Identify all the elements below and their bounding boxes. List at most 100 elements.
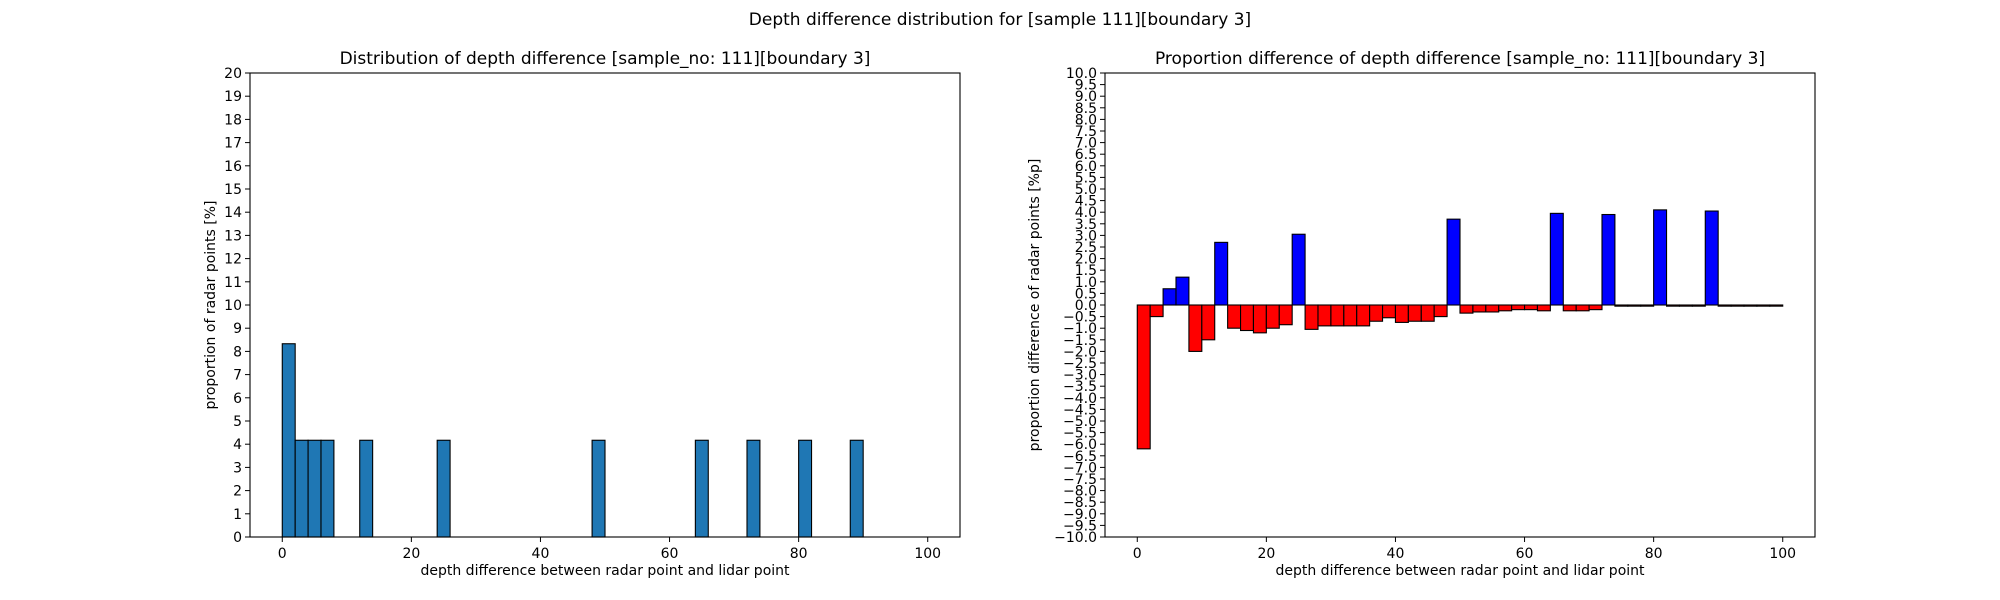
chart-right-ytick-label: −7.0 [1063, 460, 1097, 476]
chart-left-bar [798, 439, 813, 538]
chart-right-bar [1394, 304, 1409, 323]
chart-right-ytick-label: −8.5 [1063, 495, 1097, 511]
chart-right-ytick-label: 7.5 [1075, 124, 1097, 140]
chart-left-bar [849, 439, 864, 538]
chart-left-title: Distribution of depth difference [sample… [340, 49, 871, 69]
chart-right-ytick-label: 6.0 [1075, 159, 1097, 175]
chart-right-bar [1201, 304, 1216, 341]
chart-left-bar [694, 439, 709, 538]
chart-left-ytick-label: 11 [224, 275, 242, 291]
chart-right-bar [1575, 304, 1590, 312]
chart-left-ytick-label: 13 [224, 228, 242, 244]
chart-left-bar [294, 439, 309, 538]
chart-right-ytick-label: 2.0 [1075, 252, 1097, 268]
chart-right-bar [1149, 304, 1164, 318]
chart-right-ytick-label: −8.0 [1063, 484, 1097, 500]
chart-right-bar [1640, 304, 1655, 307]
chart-right-bar [1459, 304, 1474, 314]
chart-left-xtick-label: 60 [661, 546, 679, 562]
chart-right-bar [1420, 304, 1435, 322]
chart-left-ytick-label: 10 [224, 298, 242, 314]
chart-right-bar [1498, 304, 1513, 312]
chart-right-ytick-label: −2.0 [1063, 344, 1097, 360]
chart-right-bar [1549, 212, 1564, 306]
chart-right: Proportion difference of depth differenc… [1027, 49, 1816, 579]
chart-right-ytick-label: 9.5 [1075, 78, 1097, 94]
chart-right-ytick-label: 5.5 [1075, 170, 1097, 186]
chart-right-bar [1369, 304, 1384, 322]
figure-title: Depth difference distribution for [sampl… [748, 10, 1252, 30]
chart-left: Distribution of depth difference [sample… [203, 49, 961, 579]
chart-right-xtick-label: 0 [1133, 546, 1142, 562]
chart-left-xlabel: depth difference between radar point and… [420, 563, 790, 579]
chart-right-ytick-label: −2.5 [1063, 356, 1097, 372]
chart-right-ytick-label: −1.5 [1063, 333, 1097, 349]
chart-right-bar [1343, 304, 1358, 327]
chart-right-bar [1227, 304, 1242, 329]
chart-right-ytick-label: −9.0 [1063, 507, 1097, 523]
chart-right-xtick-label: 80 [1645, 546, 1663, 562]
chart-right-bar [1769, 304, 1784, 307]
chart-left-xtick-label: 80 [790, 546, 808, 562]
chart-right-ytick-label: 2.5 [1075, 240, 1097, 256]
chart-left-bar [281, 343, 296, 538]
chart-left-ytick-label: 16 [224, 159, 242, 175]
chart-right-bar [1485, 304, 1500, 313]
chart-right-bar [1653, 209, 1668, 306]
chart-right-ytick-label: 5.0 [1075, 182, 1097, 198]
chart-right-bar [1446, 218, 1461, 306]
chart-left-ytick-label: 17 [224, 136, 242, 152]
chart-right-bar [1317, 304, 1332, 327]
chart-left-xtick-label: 100 [914, 546, 941, 562]
chart-right-title: Proportion difference of depth differenc… [1155, 49, 1765, 69]
chart-right-bar [1356, 304, 1371, 327]
chart-left-bar [591, 439, 606, 538]
chart-left-ytick-label: 15 [224, 182, 242, 198]
chart-right-bar [1536, 304, 1551, 312]
chart-left-ytick-label: 1 [233, 507, 242, 523]
chart-right-ytick-label: 4.5 [1075, 194, 1097, 210]
chart-right-ytick-label: 10.0 [1066, 66, 1097, 82]
chart-right-ytick-label: 4.0 [1075, 205, 1097, 221]
chart-right-ytick-label: −4.0 [1063, 391, 1097, 407]
chart-right-bar [1756, 304, 1771, 307]
chart-left-ytick-label: 14 [224, 205, 242, 221]
chart-right-xtick-label: 40 [1387, 546, 1405, 562]
chart-left-ytick-label: 7 [233, 368, 242, 384]
chart-left-ytick-label: 19 [224, 89, 242, 105]
chart-right-ytick-label: −5.0 [1063, 414, 1097, 430]
chart-right-ytick-label: −7.5 [1063, 472, 1097, 488]
chart-left-bar [359, 439, 374, 538]
chart-right-ytick-label: −10.0 [1054, 530, 1097, 546]
chart-right-bar [1691, 304, 1706, 307]
chart-right-bar [1717, 304, 1732, 307]
chart-left-ytick-label: 3 [233, 460, 242, 476]
chart-right-bar [1175, 276, 1190, 306]
chart-right-bar [1730, 304, 1745, 307]
chart-right-ytick-label: −4.5 [1063, 402, 1097, 418]
chart-right-ytick-label: 6.5 [1075, 147, 1097, 163]
chart-right-ytick-label: 1.5 [1075, 263, 1097, 279]
chart-right-ylabel: proportion difference of radar points [%… [1027, 159, 1043, 452]
chart-left-bar [746, 439, 761, 538]
chart-right-ytick-label: 8.5 [1075, 101, 1097, 117]
chart-right-bar [1562, 304, 1577, 312]
chart-left-ytick-label: 2 [233, 484, 242, 500]
chart-right-bar [1678, 304, 1693, 307]
chart-left-ytick-label: 20 [224, 66, 242, 82]
chart-left-bar [320, 439, 335, 538]
chart-right-xtick-label: 60 [1516, 546, 1534, 562]
chart-right-ytick-label: 3.0 [1075, 228, 1097, 244]
chart-left-ytick-label: 9 [233, 321, 242, 337]
chart-right-bar [1240, 304, 1255, 332]
chart-left-bar [436, 439, 451, 538]
chart-right-ytick-label: −3.0 [1063, 368, 1097, 384]
chart-left-bar [307, 439, 322, 538]
chart-right-ytick-label: −9.5 [1063, 518, 1097, 534]
chart-left-ytick-label: 4 [233, 437, 242, 453]
chart-right-xlabel: depth difference between radar point and… [1275, 563, 1645, 579]
chart-right-ytick-label: 3.5 [1075, 217, 1097, 233]
chart-left-xtick-label: 40 [532, 546, 550, 562]
chart-right-bar [1588, 304, 1603, 311]
chart-right-bar [1472, 304, 1487, 313]
